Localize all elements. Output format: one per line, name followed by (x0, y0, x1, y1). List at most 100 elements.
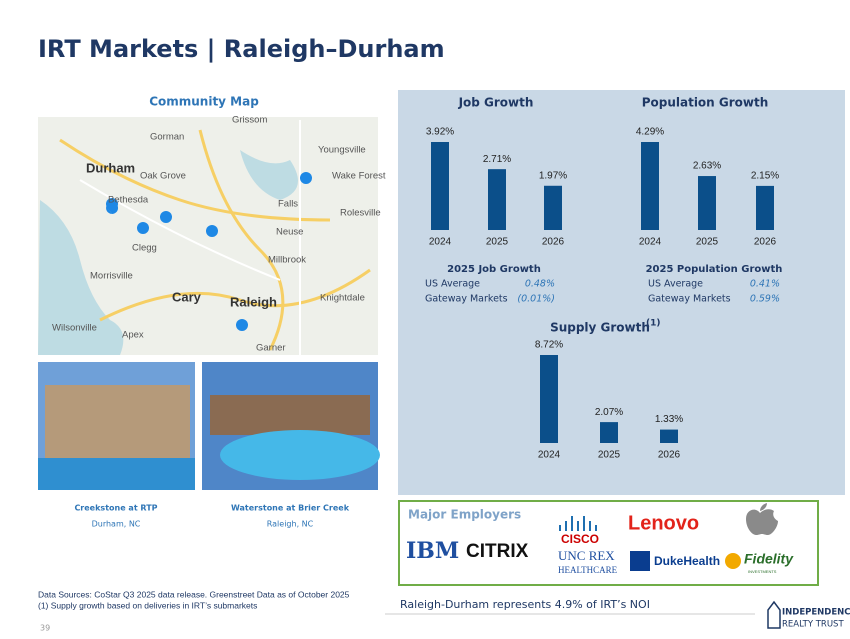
employer-logo: IBM (406, 538, 459, 564)
pin (206, 225, 218, 237)
apple-logo (746, 503, 778, 535)
road (99, 268, 371, 322)
road (198, 129, 285, 351)
bar (756, 185, 774, 230)
x-tick-label: 2025 (486, 237, 509, 248)
logo-text: REALTY TRUST (782, 620, 844, 630)
map-label: Wake Forest (332, 171, 386, 182)
employer-logo: CISCO (561, 532, 599, 546)
employer-logo: Fidelity (744, 551, 794, 567)
lake (38, 200, 124, 355)
noi-note: Raleigh-Durham represents 4.9% of IRT’s … (400, 598, 650, 611)
bar (544, 185, 562, 230)
summary-value: (0.01%) (517, 294, 555, 305)
data-label: 2.63% (693, 161, 721, 172)
map: Gorman Grissom Youngsville Durham Oak Grove W… (38, 115, 386, 355)
map-label: Durham (86, 160, 135, 175)
x-tick-label: 2025 (696, 237, 719, 248)
employer-logo: UNC REX (558, 548, 615, 563)
photo (38, 362, 195, 490)
chart-title: Population Growth (642, 96, 769, 110)
photo-location: Durham, NC (92, 520, 141, 529)
map-label: Oak Grove (140, 171, 186, 182)
photo (202, 362, 380, 490)
data-label: 2.07% (595, 407, 623, 418)
map-label: Youngsville (318, 145, 366, 156)
photo-building (45, 385, 190, 460)
road (59, 138, 331, 222)
pin (137, 222, 149, 234)
pins (106, 172, 312, 331)
summary-label: Gateway Markets (648, 294, 731, 305)
photo-pool (38, 458, 195, 490)
bar (600, 422, 618, 443)
lake (240, 150, 298, 200)
employer-logo: DukeHealth (654, 554, 720, 568)
map-label: Cary (172, 289, 202, 304)
employer-logo: Lenovo (628, 512, 699, 534)
bar (488, 169, 506, 230)
map-label: Garner (256, 343, 286, 354)
road (79, 179, 281, 281)
bar (660, 429, 678, 443)
map-labels: Gorman Grissom Youngsville Durham Oak Grove W… (52, 115, 386, 354)
summary-title: 2025 Job Growth (447, 264, 541, 275)
pin (106, 198, 118, 210)
summary-value: 0.59% (750, 294, 780, 305)
x-tick-label: 2026 (658, 450, 681, 461)
x-tick-label: 2024 (639, 237, 662, 248)
map-label: Neuse (276, 227, 303, 238)
map-label: Grissom (232, 115, 267, 126)
data-label: 3.92% (426, 127, 454, 138)
employer-logo: CITRIX (466, 541, 529, 562)
map-label: Wilsonville (52, 323, 97, 334)
bar (431, 142, 449, 230)
x-tick-label: 2024 (429, 237, 452, 248)
x-tick-label: 2025 (598, 450, 621, 461)
data-label: 1.97% (539, 170, 567, 181)
summary-label: US Average (648, 279, 703, 290)
pin (300, 172, 312, 184)
map-label: Apex (122, 330, 144, 341)
map-label: Raleigh (230, 294, 277, 309)
employer-logo: INVESTMENTS (748, 569, 777, 574)
x-tick-label: 2024 (538, 450, 561, 461)
data-label: 2.15% (751, 171, 779, 182)
data-label: 2.71% (483, 154, 511, 165)
photo-name: Creekstone at RTP (74, 504, 157, 513)
chart-title: Job Growth (458, 96, 534, 110)
bar (641, 142, 659, 230)
photo-name: Waterstone at Brier Creek (231, 504, 350, 513)
map-label: Falls (278, 199, 298, 210)
map-label: Clegg (132, 243, 157, 254)
footnote: Data Sources: CoStar Q3 2025 data releas… (38, 589, 350, 599)
map-label: Rolesville (340, 208, 381, 219)
page-number: 39 (40, 624, 50, 633)
x-tick-label: 2026 (542, 237, 565, 248)
map-label: Millbrook (268, 255, 306, 266)
fidelity-mark (725, 553, 741, 569)
stats-panel (398, 90, 845, 495)
employers-title: Major Employers (408, 508, 521, 522)
photo-building (210, 395, 370, 435)
data-label: 4.29% (636, 127, 664, 138)
slide-title: IRT Markets | Raleigh–Durham (38, 35, 445, 63)
data-label: 8.72% (535, 340, 563, 351)
charts: Job Growth 3.92% 2024 2.71% 2025 1.97% 2026 Pop… (426, 96, 779, 461)
map-title: Community Map (149, 95, 259, 109)
summary-value: 0.41% (750, 279, 780, 290)
data-label: 1.33% (655, 414, 683, 425)
logo-mark (767, 600, 781, 629)
company-logo: INDEPENDENCE REALTY TRUST (767, 600, 850, 630)
pin (160, 211, 172, 223)
chart-title: Supply Growth (550, 321, 650, 335)
photo-pool (220, 430, 380, 480)
chart-title-note: (1) (646, 319, 661, 329)
footnote: (1) Supply growth based on deliveries in… (38, 600, 257, 610)
employer-logo: HEALTHCARE (558, 565, 618, 575)
summary-title: 2025 Population Growth (646, 264, 783, 275)
pin (236, 319, 248, 331)
duke-mark (630, 551, 650, 571)
